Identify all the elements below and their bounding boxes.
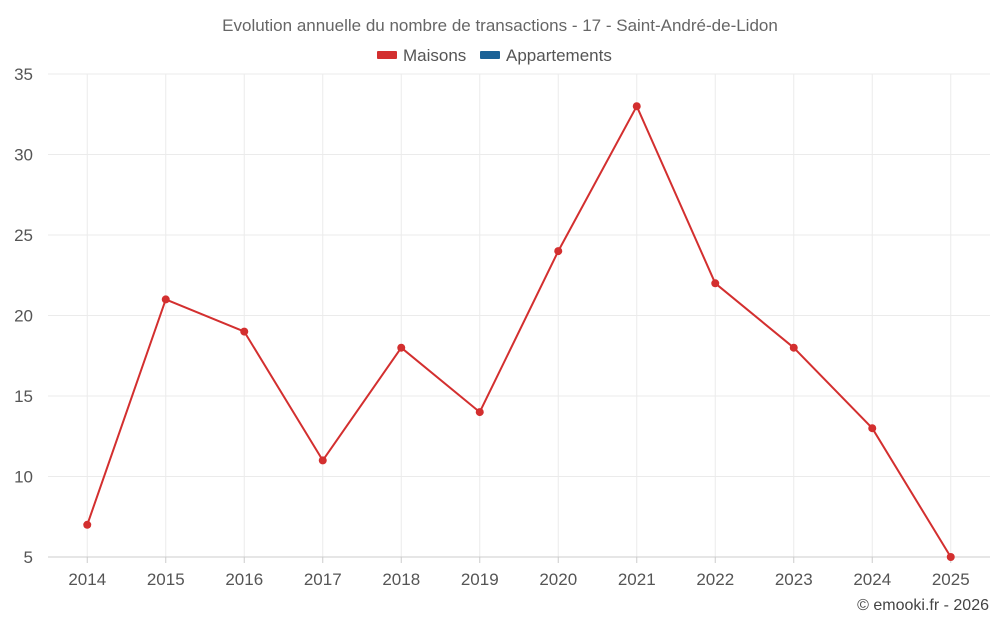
series-line-maisons [86,105,952,558]
credit-text: © emooki.fr - 2026 [857,597,989,614]
x-tick-label: 2023 [775,570,813,589]
x-tick-label: 2016 [225,570,263,589]
legend-label-appartements: Appartements [506,46,612,65]
x-tick-label: 2019 [461,570,499,589]
data-point-maisons [632,102,641,111]
y-tick-label: 5 [24,548,33,567]
x-tick-label: 2021 [618,570,656,589]
y-tick-label: 20 [14,307,33,326]
legend-item-maisons[interactable]: Maisons [377,46,466,65]
data-point-maisons [868,424,877,433]
data-point-maisons [240,327,249,336]
legend: Maisons Appartements [377,46,612,65]
y-axis-tick-labels: 5 10 15 20 25 30 35 [14,65,33,567]
data-point-maisons [554,247,563,256]
x-tick-label: 2024 [853,570,891,589]
x-gridlines [86,74,952,563]
x-tick-label: 2022 [696,570,734,589]
y-gridlines [48,73,990,477]
series-maisons [83,102,955,561]
data-point-maisons [397,343,406,352]
data-point-maisons [789,343,798,352]
y-tick-label: 25 [14,226,33,245]
legend-swatch-maisons [377,51,397,59]
x-tick-label: 2014 [68,570,106,589]
y-tick-label: 15 [14,387,33,406]
legend-swatch-appartements [480,51,500,59]
data-point-maisons [318,456,327,465]
data-point-maisons [946,553,955,561]
y-tick-label: 30 [14,146,33,165]
legend-item-appartements[interactable]: Appartements [480,46,612,65]
data-point-maisons [475,408,484,417]
data-point-maisons [711,279,720,288]
y-tick-label: 10 [14,468,33,487]
x-tick-label: 2018 [382,570,420,589]
x-tick-label: 2025 [932,570,970,589]
data-point-maisons [161,295,170,304]
chart-title: Evolution annuelle du nombre de transact… [222,16,778,35]
x-tick-label: 2015 [147,570,185,589]
x-axis-tick-labels: 2014 2015 2016 2017 2018 2019 2020 2021 2022 2023… [68,570,969,589]
data-point-maisons [83,520,92,529]
x-tick-label: 2017 [304,570,342,589]
legend-label-maisons: Maisons [403,46,466,65]
y-tick-label: 35 [14,65,33,84]
x-tick-label: 2020 [539,570,577,589]
